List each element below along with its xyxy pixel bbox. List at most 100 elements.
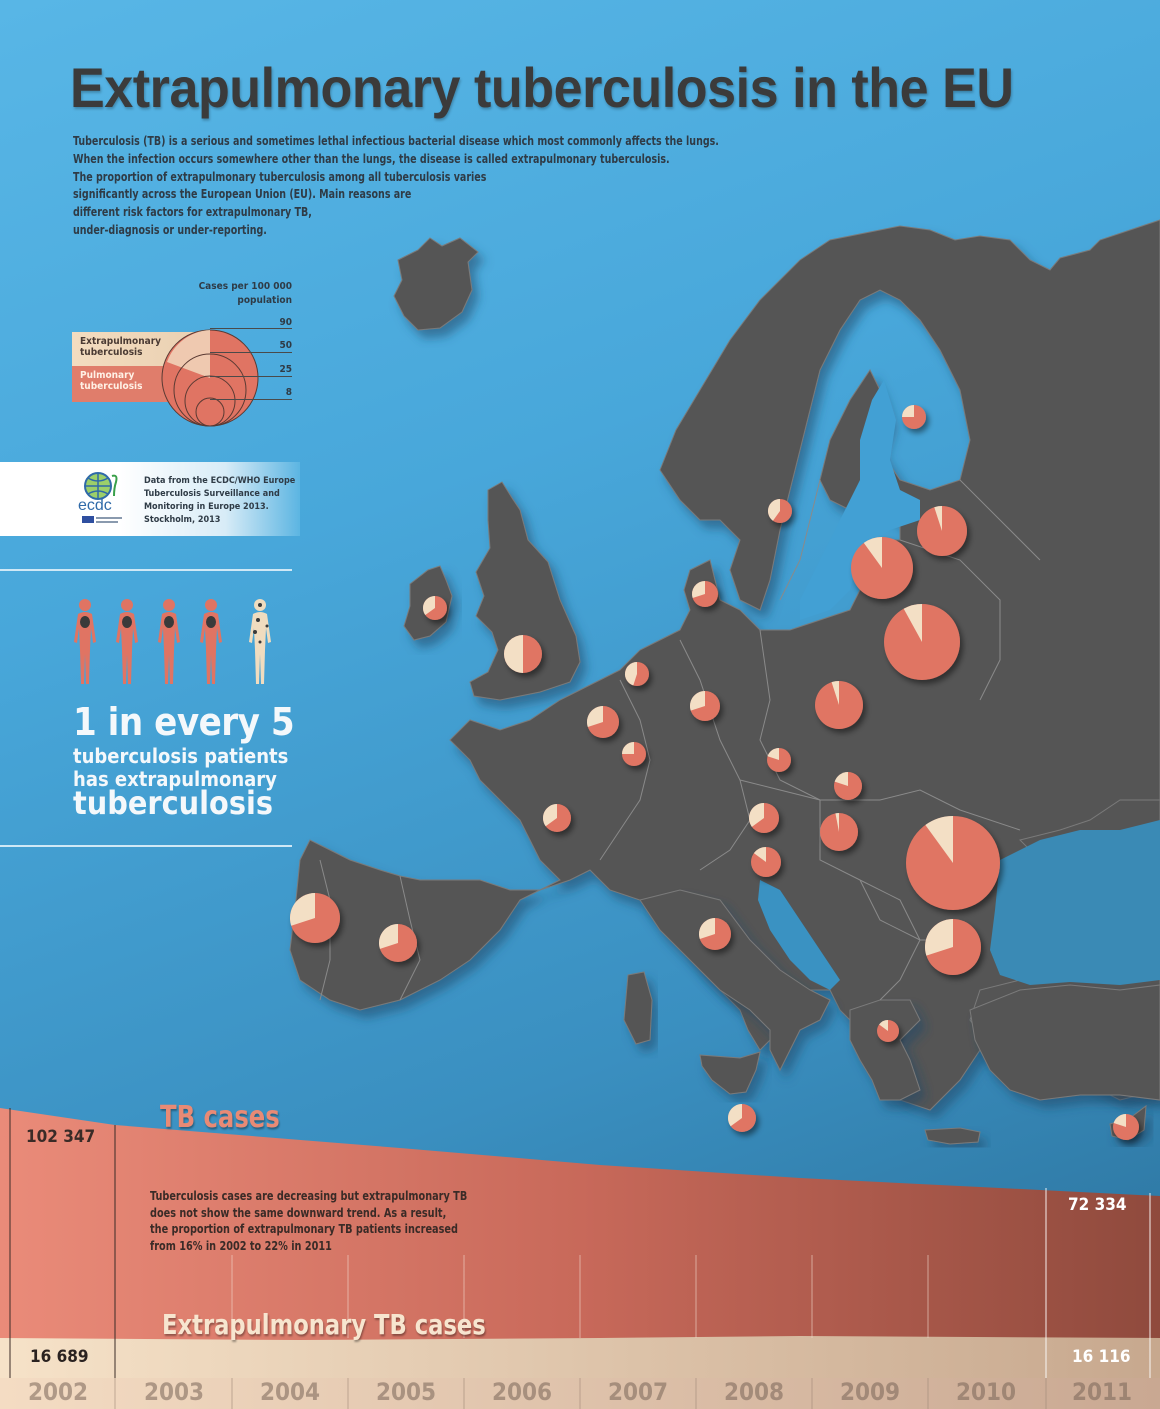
tb-cases-area bbox=[0, 1108, 1160, 1340]
country-bubble bbox=[906, 816, 1000, 910]
turkey bbox=[969, 984, 1160, 1101]
year-label: 2007 bbox=[607, 1378, 669, 1406]
country-bubble bbox=[423, 596, 447, 620]
legend-tick-line bbox=[210, 399, 292, 400]
intro-line: When the infection occurs somewhere othe… bbox=[73, 151, 670, 166]
divider bbox=[0, 845, 292, 847]
country-bubble bbox=[820, 813, 858, 851]
black-sea bbox=[990, 820, 1160, 985]
country-bubble bbox=[587, 706, 619, 738]
country-bubble bbox=[378, 924, 417, 962]
greece bbox=[849, 999, 921, 1101]
ecdc-logo-text: ecdc bbox=[78, 497, 112, 514]
legend-title-line: population bbox=[237, 295, 292, 306]
baltic-sea bbox=[800, 380, 920, 620]
country-bubble bbox=[289, 892, 340, 943]
year-label: 2002 bbox=[27, 1378, 89, 1406]
stat-headline: 1 in every 5 bbox=[73, 700, 295, 744]
annotation-line: from 16% in 2002 to 22% in 2011 bbox=[150, 1238, 332, 1253]
country-bubble bbox=[689, 691, 720, 721]
ep-2002-value: 16 689 bbox=[30, 1347, 89, 1367]
legend-title: Cases per 100 000 population bbox=[199, 280, 292, 308]
legend-tick-50: 50 bbox=[279, 340, 292, 351]
intro-text: Tuberculosis (TB) is a serious and somet… bbox=[73, 133, 807, 240]
country-bubble bbox=[625, 662, 649, 686]
source-line: Stockholm, 2013 bbox=[144, 515, 221, 525]
legend-tick-line bbox=[210, 352, 292, 353]
country-bubble bbox=[851, 537, 913, 599]
country-bubble bbox=[728, 1104, 756, 1132]
year-label: 2011 bbox=[1071, 1378, 1133, 1406]
great-britain bbox=[469, 481, 581, 701]
annotation-line: Tuberculosis cases are decreasing but ex… bbox=[150, 1189, 468, 1203]
bubble-legend: Cases per 100 000 population Extrapulmon… bbox=[70, 280, 300, 440]
source-band: ecdc Data from the ECDC/WHO Europe Tuber… bbox=[0, 462, 300, 536]
country-bubble bbox=[877, 1020, 899, 1042]
intro-line: different risk factors for extrapulmonar… bbox=[73, 205, 312, 220]
year-label: 2010 bbox=[955, 1378, 1017, 1406]
legend-tick-25: 25 bbox=[279, 364, 292, 375]
country-bubble bbox=[504, 635, 542, 673]
legend-tick-90: 90 bbox=[279, 317, 292, 328]
intro-line: significantly across the European Union … bbox=[73, 187, 412, 202]
country-bubble bbox=[543, 804, 571, 832]
country-bubble bbox=[834, 772, 862, 800]
country-bubble bbox=[622, 742, 646, 766]
source-text: Data from the ECDC/WHO Europe Tuberculos… bbox=[144, 475, 295, 527]
country-bubble bbox=[815, 681, 863, 729]
year-label: 2008 bbox=[723, 1378, 785, 1406]
ecdc-logo-icon: ecdc bbox=[78, 472, 122, 523]
legend-pulmonary-label: Pulmonary tuberculosis bbox=[80, 370, 143, 392]
adriatic-sea bbox=[758, 880, 840, 990]
italy bbox=[639, 889, 831, 1072]
stat-line: tuberculosis bbox=[73, 784, 273, 822]
legend-label-line: Extrapulmonary bbox=[80, 336, 162, 347]
stat-line: tuberculosis patients bbox=[73, 744, 289, 768]
country-bubble bbox=[767, 748, 791, 772]
ep-cases-area bbox=[0, 1336, 1160, 1378]
country-bubble bbox=[751, 847, 781, 877]
annotation-line: does not show the same downward trend. A… bbox=[150, 1205, 447, 1220]
stat-line: has extrapulmonary bbox=[73, 767, 277, 791]
ep-2011-value: 16 116 bbox=[1072, 1347, 1131, 1367]
tb-trend-chart bbox=[0, 1108, 1160, 1409]
country-bubble bbox=[925, 919, 981, 975]
tb-2002-value: 102 347 bbox=[26, 1127, 96, 1147]
legend-tick-line bbox=[210, 328, 292, 329]
crete bbox=[924, 1127, 981, 1145]
source-line: Monitoring in Europe 2013. bbox=[144, 502, 269, 512]
legend-label-line: tuberculosis bbox=[80, 347, 143, 358]
country-bubble bbox=[1113, 1114, 1139, 1140]
year-label: 2009 bbox=[839, 1378, 901, 1406]
country-bubble bbox=[917, 506, 967, 556]
patient-figures bbox=[74, 599, 271, 684]
country-bubble bbox=[902, 405, 926, 429]
source-line: Tuberculosis Surveillance and bbox=[144, 489, 280, 499]
year-label: 2005 bbox=[375, 1378, 437, 1406]
year-label: 2004 bbox=[259, 1378, 321, 1406]
legend-title-line: Cases per 100 000 bbox=[198, 281, 292, 292]
year-label: 2003 bbox=[143, 1378, 205, 1406]
legend-label-line: Pulmonary bbox=[80, 370, 135, 381]
chart-annotation: Tuberculosis cases are decreasing but ex… bbox=[150, 1188, 502, 1254]
legend-tick-line bbox=[210, 376, 292, 377]
country-bubble bbox=[884, 604, 960, 680]
tb-2011-value: 72 334 bbox=[1068, 1195, 1127, 1215]
intro-line: Tuberculosis (TB) is a serious and somet… bbox=[73, 134, 719, 148]
country-bubble bbox=[749, 803, 779, 833]
sicily bbox=[699, 1051, 761, 1095]
source-line: Data from the ECDC/WHO Europe bbox=[144, 476, 296, 486]
sardinia bbox=[623, 971, 653, 1045]
legend-extrapulmonary-label: Extrapulmonary tuberculosis bbox=[80, 336, 161, 358]
country-bubble bbox=[692, 581, 718, 607]
divider bbox=[0, 569, 292, 571]
tb-cases-label: TB cases bbox=[160, 1100, 280, 1135]
intro-line: under-diagnosis or under-reporting. bbox=[73, 222, 267, 237]
legend-tick-8: 8 bbox=[285, 387, 292, 398]
legend-label-line: tuberculosis bbox=[80, 381, 143, 392]
page-title: Extrapulmonary tuberculosis in the EU bbox=[70, 56, 1014, 119]
intro-line: The proportion of extrapulmonary tubercu… bbox=[73, 169, 487, 184]
country-bubble bbox=[699, 918, 731, 950]
year-label: 2006 bbox=[491, 1378, 553, 1406]
